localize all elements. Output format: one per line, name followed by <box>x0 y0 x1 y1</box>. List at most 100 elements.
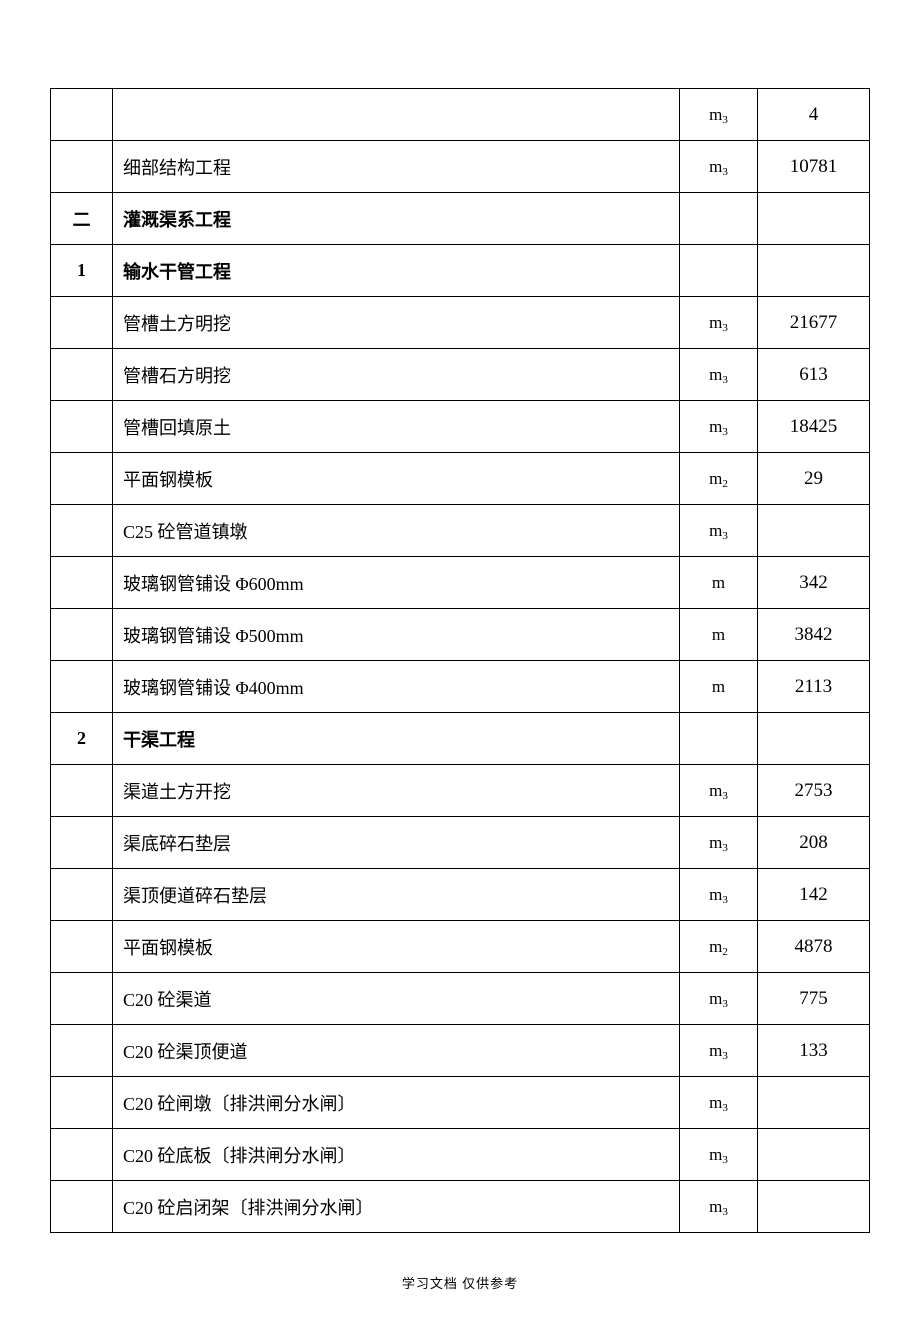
table-row: 二灌溉渠系工程 <box>51 193 870 245</box>
row-index <box>51 141 113 193</box>
row-unit <box>680 245 758 297</box>
row-index <box>51 973 113 1025</box>
unit-sub: 3 <box>722 998 728 1010</box>
row-quantity: 613 <box>758 349 870 401</box>
unit-base: m <box>709 469 722 488</box>
row-index <box>51 1181 113 1233</box>
row-description: 渠道土方开挖 <box>113 765 680 817</box>
table-row: 平面钢模板m24878 <box>51 921 870 973</box>
unit-base: m <box>712 573 725 592</box>
row-quantity: 21677 <box>758 297 870 349</box>
table-row: 管槽石方明挖m3613 <box>51 349 870 401</box>
row-description: 管槽土方明挖 <box>113 297 680 349</box>
row-index: 1 <box>51 245 113 297</box>
row-description: 管槽石方明挖 <box>113 349 680 401</box>
row-quantity: 342 <box>758 557 870 609</box>
row-quantity <box>758 193 870 245</box>
unit-base: m <box>709 313 722 332</box>
table-row: 管槽土方明挖m321677 <box>51 297 870 349</box>
unit-sub: 3 <box>722 1154 728 1166</box>
unit-sub: 3 <box>722 166 728 178</box>
unit-sub: 2 <box>722 478 728 490</box>
row-index: 二 <box>51 193 113 245</box>
unit-sub: 2 <box>722 946 728 958</box>
table-row: 管槽回填原土m318425 <box>51 401 870 453</box>
row-index <box>51 817 113 869</box>
row-quantity: 29 <box>758 453 870 505</box>
row-description: 玻璃钢管铺设 Φ600mm <box>113 557 680 609</box>
table-row: 渠底碎石垫层m3208 <box>51 817 870 869</box>
table-row: C20 砼渠顶便道 m3 133 <box>51 1025 870 1077</box>
row-description: 玻璃钢管铺设 Φ400mm <box>113 661 680 713</box>
row-description: C20 砼启闭架〔排洪闸分水闸〕 <box>113 1181 680 1233</box>
unit-sub: 3 <box>722 1050 728 1062</box>
unit-sub: 3 <box>722 322 728 334</box>
row-quantity: 3842 <box>758 609 870 661</box>
unit-base: m <box>712 625 725 644</box>
row-description: C20 砼渠道 <box>113 973 680 1025</box>
row-description: 渠顶便道碎石垫层 <box>113 869 680 921</box>
row-unit: m3 <box>680 869 758 921</box>
row-unit: m3 <box>680 765 758 817</box>
row-unit: m2 <box>680 453 758 505</box>
unit-base: m <box>709 365 722 384</box>
page-footer: 学习文档 仅供参考 <box>50 1273 870 1292</box>
row-quantity <box>758 245 870 297</box>
table-row: 1输水干管工程 <box>51 245 870 297</box>
row-unit: m3 <box>680 89 758 141</box>
row-unit: m <box>680 661 758 713</box>
table-row: 渠道土方开挖m32753 <box>51 765 870 817</box>
row-unit: m3 <box>680 349 758 401</box>
unit-sub: 3 <box>722 374 728 386</box>
table-row: 玻璃钢管铺设 Φ400mmm2113 <box>51 661 870 713</box>
unit-base: m <box>709 521 722 540</box>
row-quantity: 10781 <box>758 141 870 193</box>
table-row: C25 砼管道镇墩m3 <box>51 505 870 557</box>
unit-base: m <box>709 781 722 800</box>
row-index <box>51 453 113 505</box>
row-index <box>51 557 113 609</box>
row-unit: m3 <box>680 297 758 349</box>
row-quantity: 133 <box>758 1025 870 1077</box>
row-index <box>51 89 113 141</box>
table-row: C20 砼启闭架〔排洪闸分水闸〕m3 <box>51 1181 870 1233</box>
row-quantity <box>758 1077 870 1129</box>
unit-base: m <box>709 937 722 956</box>
row-description: 输水干管工程 <box>113 245 680 297</box>
row-unit: m3 <box>680 505 758 557</box>
row-unit: m3 <box>680 973 758 1025</box>
row-unit: m2 <box>680 921 758 973</box>
row-quantity: 142 <box>758 869 870 921</box>
unit-base: m <box>709 1197 722 1216</box>
row-description: 细部结构工程 <box>113 141 680 193</box>
row-index <box>51 1077 113 1129</box>
unit-base: m <box>709 417 722 436</box>
row-description: 平面钢模板 <box>113 921 680 973</box>
row-unit: m3 <box>680 1181 758 1233</box>
unit-sub: 3 <box>722 114 728 126</box>
row-quantity: 208 <box>758 817 870 869</box>
row-description: 平面钢模板 <box>113 453 680 505</box>
table-row: C20 砼渠道m3775 <box>51 973 870 1025</box>
table-row: 渠顶便道碎石垫层m3142 <box>51 869 870 921</box>
row-index: 2 <box>51 713 113 765</box>
row-description: 灌溉渠系工程 <box>113 193 680 245</box>
row-unit: m <box>680 557 758 609</box>
row-description: 管槽回填原土 <box>113 401 680 453</box>
table-row: 玻璃钢管铺设 Φ500mmm3842 <box>51 609 870 661</box>
unit-base: m <box>709 1041 722 1060</box>
row-unit: m3 <box>680 401 758 453</box>
row-description: C20 砼渠顶便道 <box>113 1025 680 1077</box>
row-quantity <box>758 1181 870 1233</box>
row-quantity: 775 <box>758 973 870 1025</box>
unit-sub: 3 <box>722 790 728 802</box>
table-row: m34 <box>51 89 870 141</box>
row-quantity: 4878 <box>758 921 870 973</box>
row-description: 渠底碎石垫层 <box>113 817 680 869</box>
row-index <box>51 505 113 557</box>
unit-sub: 3 <box>722 1206 728 1218</box>
unit-sub: 3 <box>722 1102 728 1114</box>
table-row: 玻璃钢管铺设 Φ600mm m 342 <box>51 557 870 609</box>
table-row: C20 砼底板〔排洪闸分水闸〕m3 <box>51 1129 870 1181</box>
row-description: 干渠工程 <box>113 713 680 765</box>
